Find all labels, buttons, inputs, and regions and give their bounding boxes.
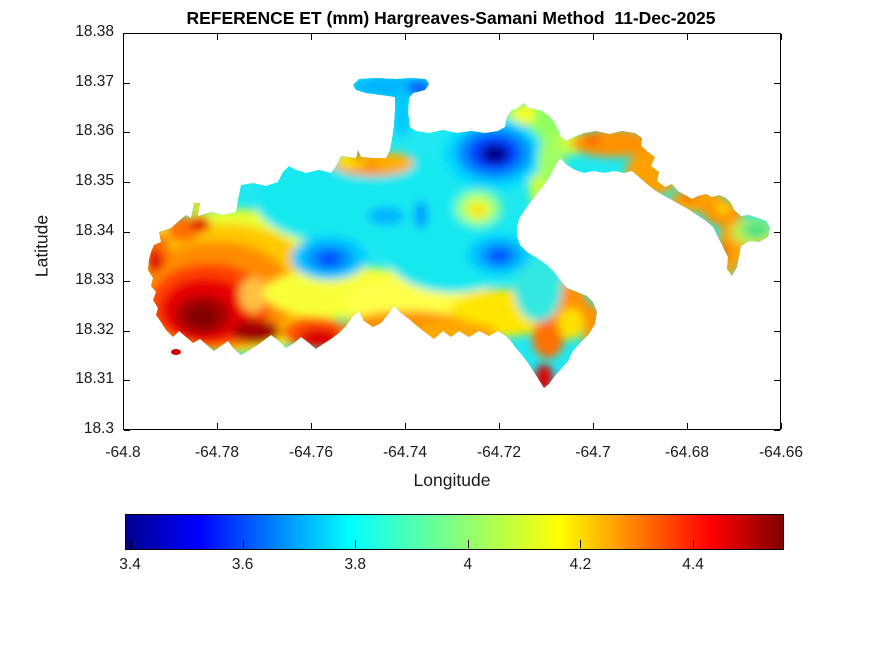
y-tick-mark: [774, 281, 780, 283]
colorbar-tick-mark: [467, 540, 469, 548]
colorbar-tick-mark: [242, 540, 244, 548]
colorbar-tick-mark: [130, 540, 132, 548]
y-tick-mark: [774, 430, 780, 431]
x-tick-label: -64.66: [759, 444, 803, 461]
x-tick-label: -64.78: [195, 444, 239, 461]
x-tick-mark: [593, 34, 594, 40]
island-et-map: [148, 78, 770, 388]
x-tick-label: -64.74: [383, 444, 427, 461]
x-tick-mark: [781, 423, 782, 429]
colorbar-tick-label: 4: [463, 556, 473, 573]
y-tick-label: 18.38: [75, 23, 114, 40]
y-tick-label: 18.36: [75, 122, 114, 140]
x-tick-mark: [781, 34, 782, 40]
x-tick-mark: [123, 34, 124, 40]
y-tick-label: 18.3: [83, 420, 114, 437]
y-tick-label: 18.33: [75, 271, 114, 289]
x-tick-label: -64.68: [665, 444, 709, 461]
offshore-islet: [171, 349, 181, 355]
y-tick-label: 18.32: [75, 320, 114, 338]
x-tick-label: -64.8: [105, 444, 141, 461]
colorbar-tick-mark: [355, 540, 357, 548]
y-tick-label: 18.35: [75, 171, 114, 189]
y-tick-mark: [124, 33, 130, 34]
y-tick-mark: [124, 380, 130, 382]
y-tick-mark: [774, 33, 780, 34]
plot-area: [123, 33, 781, 430]
y-tick-mark: [774, 181, 780, 183]
x-axis-label: Longitude: [413, 470, 491, 490]
y-tick-mark: [124, 181, 130, 183]
y-tick-mark: [774, 380, 780, 382]
colorbar-tick-label: 3.6: [231, 556, 254, 573]
x-tick-label: -64.76: [289, 444, 333, 461]
colorbar-tick-label: 3.8: [344, 556, 367, 573]
y-tick-mark: [124, 330, 130, 332]
x-tick-mark: [123, 423, 124, 429]
chart-title: REFERENCE ET (mm) Hargreaves-Samani Meth…: [186, 8, 716, 28]
y-tick-mark: [124, 132, 130, 134]
y-tick-mark: [124, 430, 130, 431]
contour-field: [148, 78, 770, 388]
colorbar-tick-mark: [693, 540, 695, 548]
x-tick-mark: [499, 423, 500, 429]
x-tick-mark: [217, 423, 218, 429]
y-tick-label: 18.34: [75, 221, 114, 239]
x-tick-mark: [311, 34, 312, 40]
x-tick-mark: [687, 34, 688, 40]
x-tick-label: -64.7: [575, 444, 611, 461]
y-tick-mark: [774, 132, 780, 134]
colorbar-gradient: [125, 514, 784, 550]
colorbar-tick-label: 4.4: [682, 556, 704, 573]
colorbar-tick-mark: [580, 540, 582, 548]
y-tick-mark: [124, 281, 130, 283]
colorbar-tick-label: 3.4: [119, 556, 141, 573]
y-tick-mark: [124, 231, 130, 233]
x-tick-mark: [405, 423, 406, 429]
colorbar-tick-label: 4.2: [569, 556, 592, 573]
x-tick-mark: [311, 423, 312, 429]
y-tick-label: 18.37: [75, 72, 114, 90]
x-tick-mark: [405, 34, 406, 40]
x-tick-mark: [687, 423, 688, 429]
x-tick-mark: [217, 34, 218, 40]
y-tick-mark: [774, 231, 780, 233]
y-tick-mark: [774, 330, 780, 332]
y-tick-mark: [124, 82, 130, 84]
y-tick-label: 18.31: [75, 370, 114, 388]
x-tick-mark: [593, 423, 594, 429]
x-tick-mark: [499, 34, 500, 40]
y-tick-mark: [774, 82, 780, 84]
x-tick-label: -64.72: [477, 444, 521, 461]
